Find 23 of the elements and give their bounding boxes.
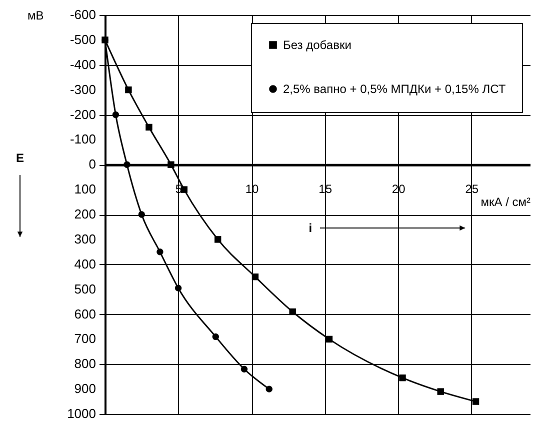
y-tick-label: 1000 (67, 406, 96, 421)
y-tick-label: -300 (70, 82, 96, 97)
y-tick-label: 100 (74, 182, 96, 197)
text: E (16, 151, 24, 165)
legend-label: 2,5% вапно + 0,5% МПДКи + 0,15% ЛСТ (283, 82, 506, 96)
legend-label: Без добавки (283, 38, 352, 52)
y-tick-label: -100 (70, 132, 96, 147)
y-tick-label: 700 (74, 331, 96, 346)
y-tick-label: -200 (70, 106, 96, 122)
y-axis-title: мВ (28, 8, 44, 22)
y-tick-label: -600 (70, 7, 96, 22)
y-tick-label: 0 (88, 156, 96, 172)
y-tick-label: 900 (74, 381, 96, 396)
y-tick-label: 200 (74, 206, 96, 222)
y-tick-label: 600 (74, 306, 96, 322)
y-tick-label: 400 (74, 256, 96, 272)
y-tick-label: -400 (70, 56, 96, 72)
annotation: i (308, 221, 312, 236)
y-tick-label: 500 (74, 281, 96, 296)
y-tick-label: 300 (74, 231, 96, 246)
x-axis-title: мкА / см² (480, 195, 530, 210)
y-tick-label: -500 (70, 32, 96, 47)
y-tick-label: 800 (74, 356, 96, 372)
